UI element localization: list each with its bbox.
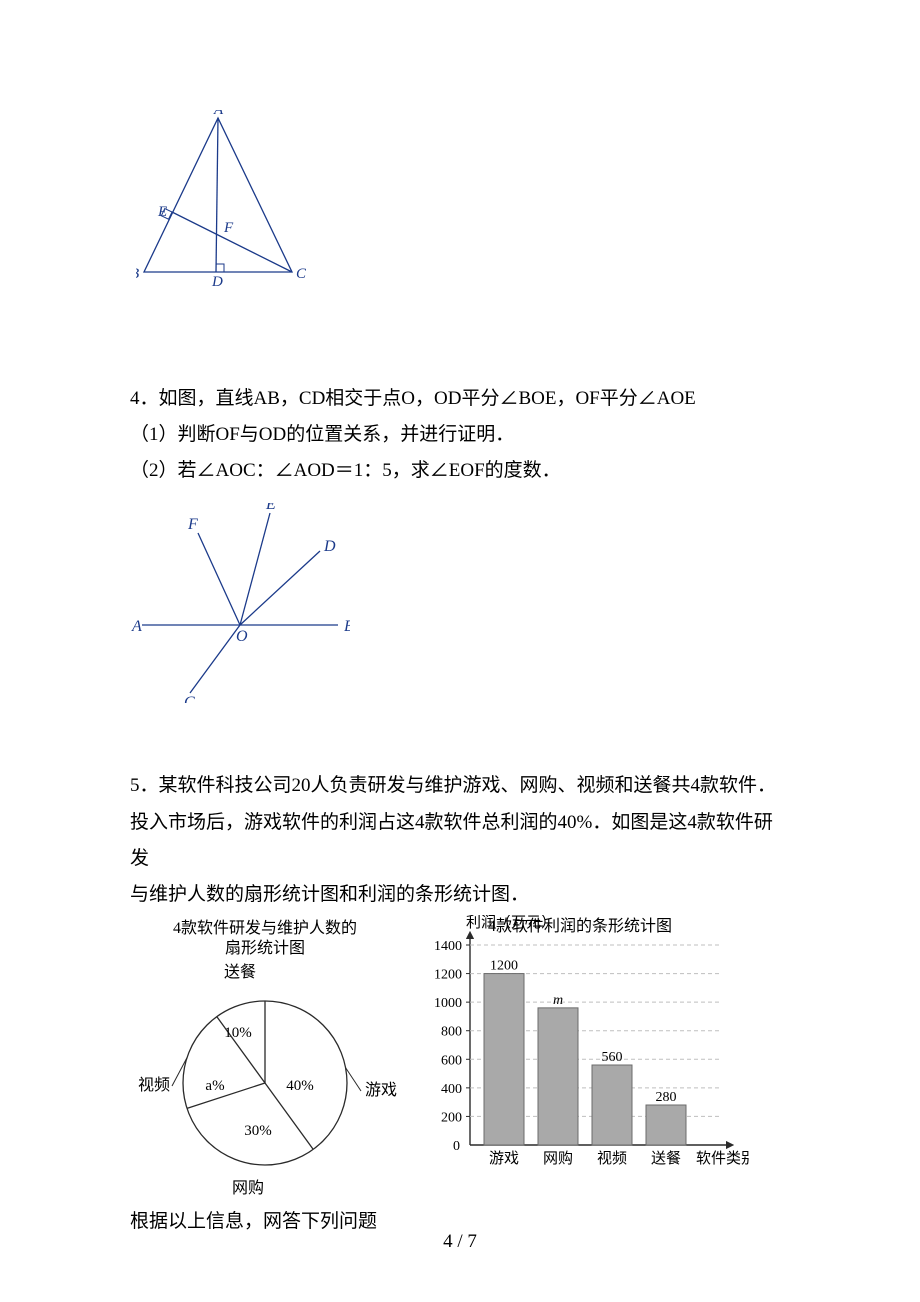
svg-text:C: C [184,694,195,703]
svg-text:E: E [157,204,167,220]
svg-text:800: 800 [441,1025,462,1040]
svg-text:D: D [211,274,223,288]
svg-text:A: A [213,110,224,118]
q4-line3: （2）若∠AOC：∠AOD＝1：5，求∠EOF的度数． [130,453,790,489]
angles-svg: A B C D E F O [130,503,350,703]
svg-text:600: 600 [441,1053,462,1068]
svg-text:560: 560 [602,1050,623,1065]
svg-text:送餐: 送餐 [224,963,256,981]
svg-text:扇形统计图: 扇形统计图 [225,939,305,957]
q4-line2: （1）判断OF与OD的位置关系，并进行证明． [130,417,790,453]
page-number: 4 / 7 [0,1224,920,1260]
svg-text:B: B [136,266,139,282]
triangle-svg: A B C D E F [136,110,306,288]
pie-chart: 4款软件研发与维护人数的扇形统计图 40% 30% a% 10% 游戏网购 视频 送餐 [130,915,400,1195]
svg-text:400: 400 [441,1082,462,1097]
svg-text:1200: 1200 [434,967,462,982]
q5-line2: 投入市场后，游戏软件的利润占这4款软件总利润的40%．如图是这4款软件研发 [130,805,790,877]
bar-svg: 4款软件利润的条形统计图利润（万元）0200400600800100012001… [410,915,750,1185]
svg-text:B: B [344,618,350,635]
svg-text:m: m [553,993,563,1008]
svg-text:a%: a% [205,1078,224,1094]
pie-svg: 4款软件研发与维护人数的扇形统计图 40% 30% a% 10% 游戏网购 视频 送餐 [130,915,400,1205]
svg-text:1400: 1400 [434,939,462,954]
svg-text:游戏: 游戏 [365,1081,397,1099]
q5-line3: 与维护人数的扇形统计图和利润的条形统计图． [130,877,790,913]
svg-text:280: 280 [656,1090,677,1105]
svg-text:200: 200 [441,1110,462,1125]
page: A B C D E F 4．如图，直线AB，CD相交于点O，OD平分∠BOE，OF平分∠A… [0,0,920,1302]
svg-text:40%: 40% [286,1078,314,1094]
svg-text:送餐: 送餐 [651,1150,681,1167]
svg-text:10%: 10% [224,1025,252,1041]
svg-text:网购: 网购 [543,1150,573,1167]
svg-text:网购: 网购 [232,1179,264,1197]
svg-text:视频: 视频 [138,1076,170,1094]
svg-text:1200: 1200 [490,958,518,973]
figure-angles: A B C D E F O [130,503,790,716]
svg-text:F: F [187,516,198,533]
bar-chart: 4款软件利润的条形统计图利润（万元）0200400600800100012001… [410,915,750,1198]
svg-text:0: 0 [453,1139,460,1154]
svg-text:30%: 30% [244,1123,272,1139]
svg-text:视频: 视频 [597,1150,627,1167]
svg-text:A: A [131,618,142,635]
q4-line1: 4．如图，直线AB，CD相交于点O，OD平分∠BOE，OF平分∠AOE [130,381,790,417]
svg-text:C: C [296,266,306,282]
svg-text:游戏: 游戏 [489,1150,519,1167]
svg-text:4款软件研发与维护人数的: 4款软件研发与维护人数的 [173,919,357,937]
svg-text:利润（万元）: 利润（万元） [466,915,556,931]
svg-text:E: E [265,503,276,513]
svg-text:D: D [323,538,336,555]
svg-text:O: O [236,628,248,645]
svg-text:1000: 1000 [434,996,462,1011]
svg-text:软件类别: 软件类别 [696,1150,750,1167]
figure-triangle: A B C D E F [136,110,790,301]
svg-text:F: F [223,220,234,236]
q5-line1: 5．某软件科技公司20人负责研发与维护游戏、网购、视频和送餐共4款软件． [130,768,790,804]
charts-row: 4款软件研发与维护人数的扇形统计图40%30%a%10%游戏网购视频送餐 4款软… [130,915,790,1198]
